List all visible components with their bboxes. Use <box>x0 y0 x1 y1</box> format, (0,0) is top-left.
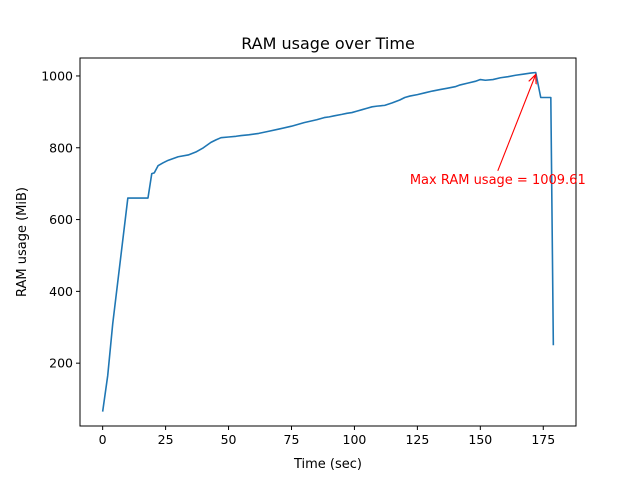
chart-title: RAM usage over Time <box>241 34 415 53</box>
x-tick-label: 0 <box>99 432 107 447</box>
y-tick-label: 600 <box>49 212 73 227</box>
max-ram-annotation-label: Max RAM usage = 1009.61 <box>410 173 586 188</box>
series-line <box>101 71 555 412</box>
x-axis-ticks: 0 25 50 75 100 125 150 175 <box>99 426 555 447</box>
x-tick-label: 125 <box>405 432 429 447</box>
annotations: Max RAM usage = 1009.61 <box>410 75 586 188</box>
x-tick-label: 50 <box>221 432 237 447</box>
x-axis-label: Time (sec) <box>293 457 362 472</box>
plot-frame <box>79 57 577 427</box>
x-tick-label: 175 <box>531 432 555 447</box>
x-tick-label: 25 <box>158 432 174 447</box>
x-tick-label: 150 <box>468 432 492 447</box>
x-tick-label: 75 <box>284 432 300 447</box>
y-axis-ticks: 200 400 600 800 1000 <box>41 68 80 371</box>
y-tick-label: 1000 <box>41 68 73 83</box>
max-ram-annotation-arrow <box>497 75 536 172</box>
y-tick-label: 400 <box>49 284 73 299</box>
x-tick-label: 100 <box>343 432 367 447</box>
y-tick-label: 800 <box>49 140 73 155</box>
y-axis-label: RAM usage (MiB) <box>15 187 30 297</box>
plot-series <box>101 71 555 412</box>
y-tick-label: 200 <box>49 356 73 371</box>
